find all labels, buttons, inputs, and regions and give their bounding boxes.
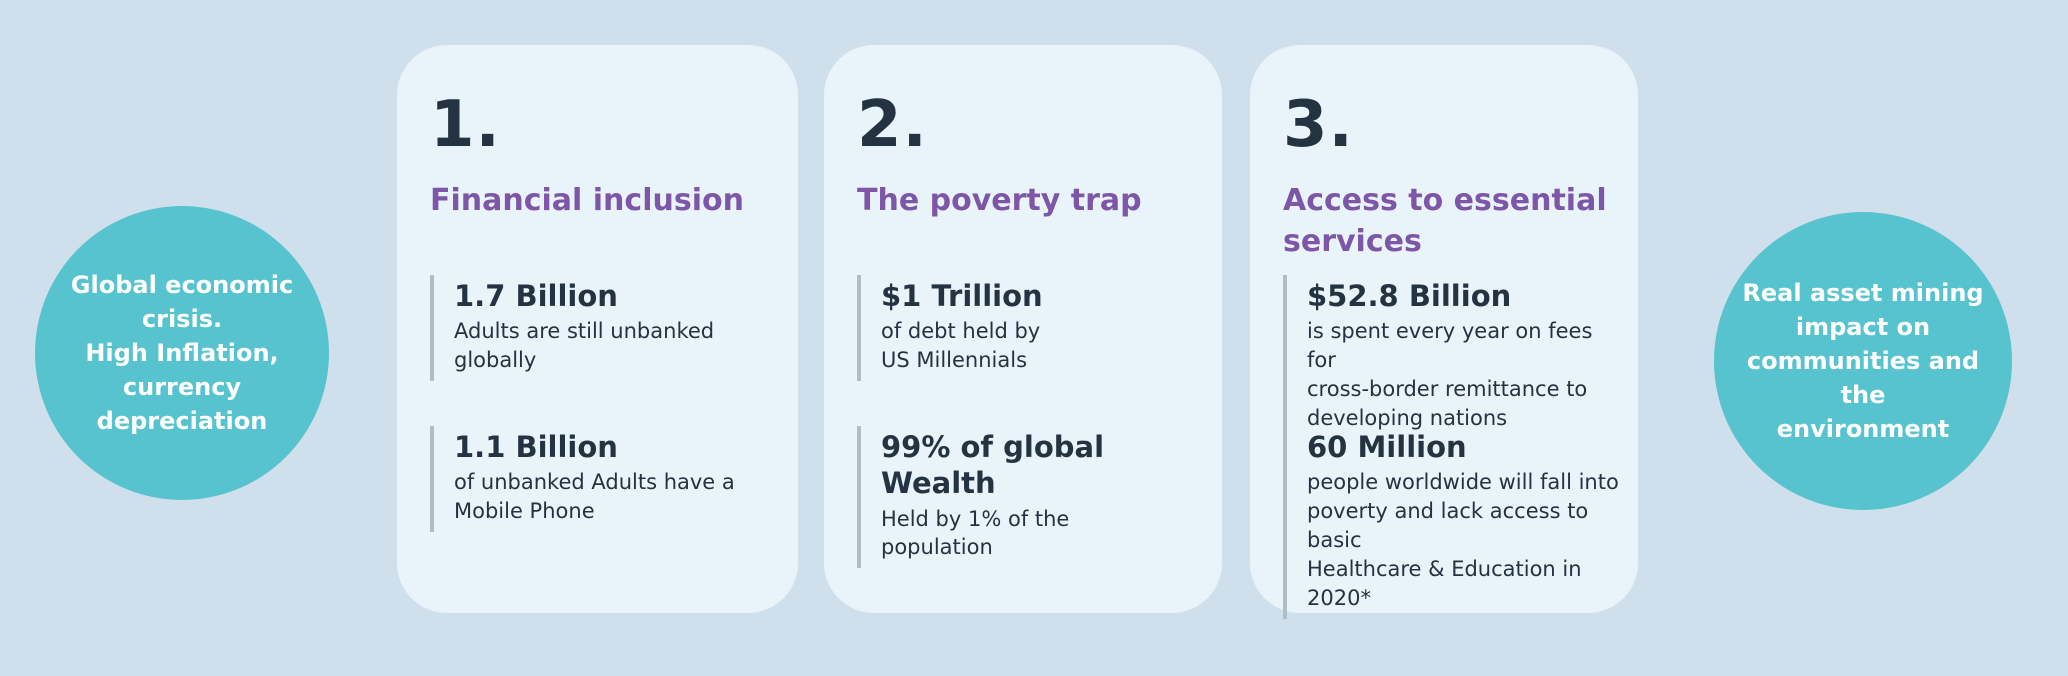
stat-item: $1 Trillion of debt held by US Millennia… [857,275,1043,382]
stat-item: 1.7 Billion Adults are still unbanked gl… [430,275,715,382]
stat-value: $1 Trillion [881,279,1043,313]
stat-value: $52.8 Billion [1307,279,1512,313]
stat-item: $52.8 Billion is spent every year on fee… [1283,275,1627,440]
card-poverty-trap: 2. The poverty trap $1 Trillion of debt … [824,45,1222,613]
card-number: 1. [430,88,501,162]
stat-value: 99% of global Wealth [881,430,1105,501]
stat-description: of debt held by US Millennials [881,319,1041,373]
stat-value: 1.7 Billion [454,279,618,313]
stat-item: 99% of global Wealth Held by 1% of the p… [857,426,1201,569]
stat-item: 1.1 Billion of unbanked Adults have a Mo… [430,426,735,533]
stat-value: 1.1 Billion [454,430,618,464]
stat-value: 60 Million [1307,430,1467,464]
stat-description: people worldwide will fall into poverty … [1307,470,1619,611]
card-access-essential-services: 3. Access to essential services $52.8 Bi… [1250,45,1638,620]
card-title: The poverty trap [857,183,1142,218]
card-financial-inclusion: 1. Financial inclusion 1.7 Billion Adult… [397,45,798,613]
card-number: 2. [857,88,928,162]
stat-description: of unbanked Adults have a Mobile Phone [454,470,735,524]
stat-description: is spent every year on fees for cross-bo… [1307,319,1593,431]
stat-item: 60 Million people worldwide will fall in… [1283,426,1627,620]
stat-description: Held by 1% of the population [881,506,1070,560]
stat-description: Adults are still unbanked globally [454,319,715,373]
card-number: 3. [1283,88,1354,162]
card-title: Access to essential services [1283,183,1607,259]
real-asset-mining-circle-text: Real asset mining impact on communities … [1742,278,1984,444]
card-title: Financial inclusion [430,183,744,218]
global-crisis-circle-text: Global economic crisis. High Inflation, … [70,270,294,436]
global-crisis-circle: Global economic crisis. High Inflation, … [35,206,329,500]
real-asset-mining-circle: Real asset mining impact on communities … [1714,212,2012,510]
